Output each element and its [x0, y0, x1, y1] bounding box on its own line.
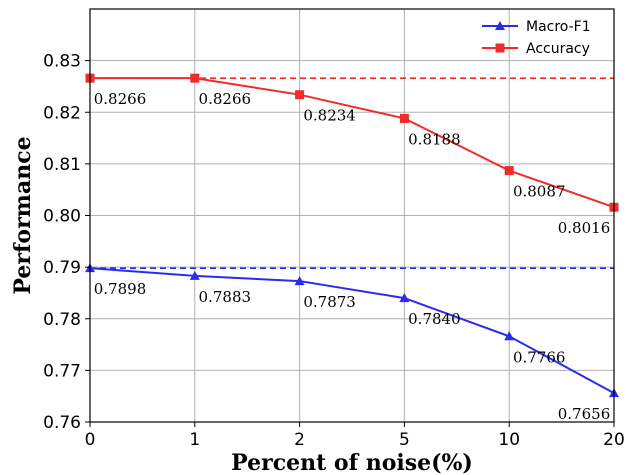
data-point-square: [504, 166, 514, 176]
y-tick-label: 0.78: [43, 310, 81, 330]
x-tick-label: 2: [294, 430, 305, 450]
data-point-square: [190, 73, 200, 83]
data-label: 0.8266: [94, 90, 147, 108]
ticks: 0 1 2 5 10 20 0.76 0.77 0.78 0.79 0.80 0.81 0.82 0.83: [43, 52, 625, 450]
y-tick-label: 0.82: [43, 103, 81, 123]
x-tick-label: 20: [603, 430, 625, 450]
data-point-triangle: [294, 276, 305, 286]
data-point-triangle: [189, 270, 200, 280]
baselines: [90, 77, 614, 269]
y-tick-label: 0.80: [43, 207, 81, 227]
legend-label: Accuracy: [526, 41, 590, 57]
data-label: 0.7766: [513, 348, 566, 366]
legend-marker-square: [495, 43, 505, 53]
data-point-square: [399, 113, 409, 123]
data-label: 0.7898: [94, 280, 147, 298]
data-point-triangle: [504, 331, 515, 341]
legend: Macro-F1 Accuracy: [482, 19, 591, 57]
x-tick-label: 10: [498, 430, 520, 450]
data-label: 0.8016: [558, 219, 611, 237]
y-tick-label: 0.83: [43, 52, 81, 72]
y-tick-label: 0.76: [43, 413, 81, 433]
series-line: [90, 77, 615, 209]
data-point-triangle: [399, 293, 410, 303]
data-labels: 0.7898 0.7883 0.7873 0.7840 0.7766 0.7656 0.82…: [94, 90, 611, 423]
series-line: [89, 267, 615, 394]
x-tick-label: 1: [189, 430, 200, 450]
data-label: 0.7656: [558, 405, 611, 423]
y-axis-title: Performance: [10, 136, 36, 294]
y-tick-label: 0.81: [43, 155, 81, 175]
y-tick-label: 0.79: [43, 258, 81, 278]
data-label: 0.8087: [513, 183, 566, 201]
data-label: 0.8234: [303, 107, 356, 125]
data-label: 0.8188: [408, 130, 461, 148]
data-point-square: [295, 90, 305, 100]
y-tick-label: 0.77: [43, 361, 81, 381]
x-tick-label: 5: [399, 430, 410, 450]
data-label: 0.7873: [303, 293, 356, 311]
legend-marker-triangle: [495, 21, 505, 30]
data-label: 0.8266: [199, 90, 252, 108]
x-tick-label: 0: [85, 430, 96, 450]
legend-label: Macro-F1: [526, 19, 591, 35]
data-label: 0.7840: [408, 310, 461, 328]
data-label: 0.7883: [199, 288, 252, 306]
x-axis-title: Percent of noise(%): [231, 450, 473, 475]
